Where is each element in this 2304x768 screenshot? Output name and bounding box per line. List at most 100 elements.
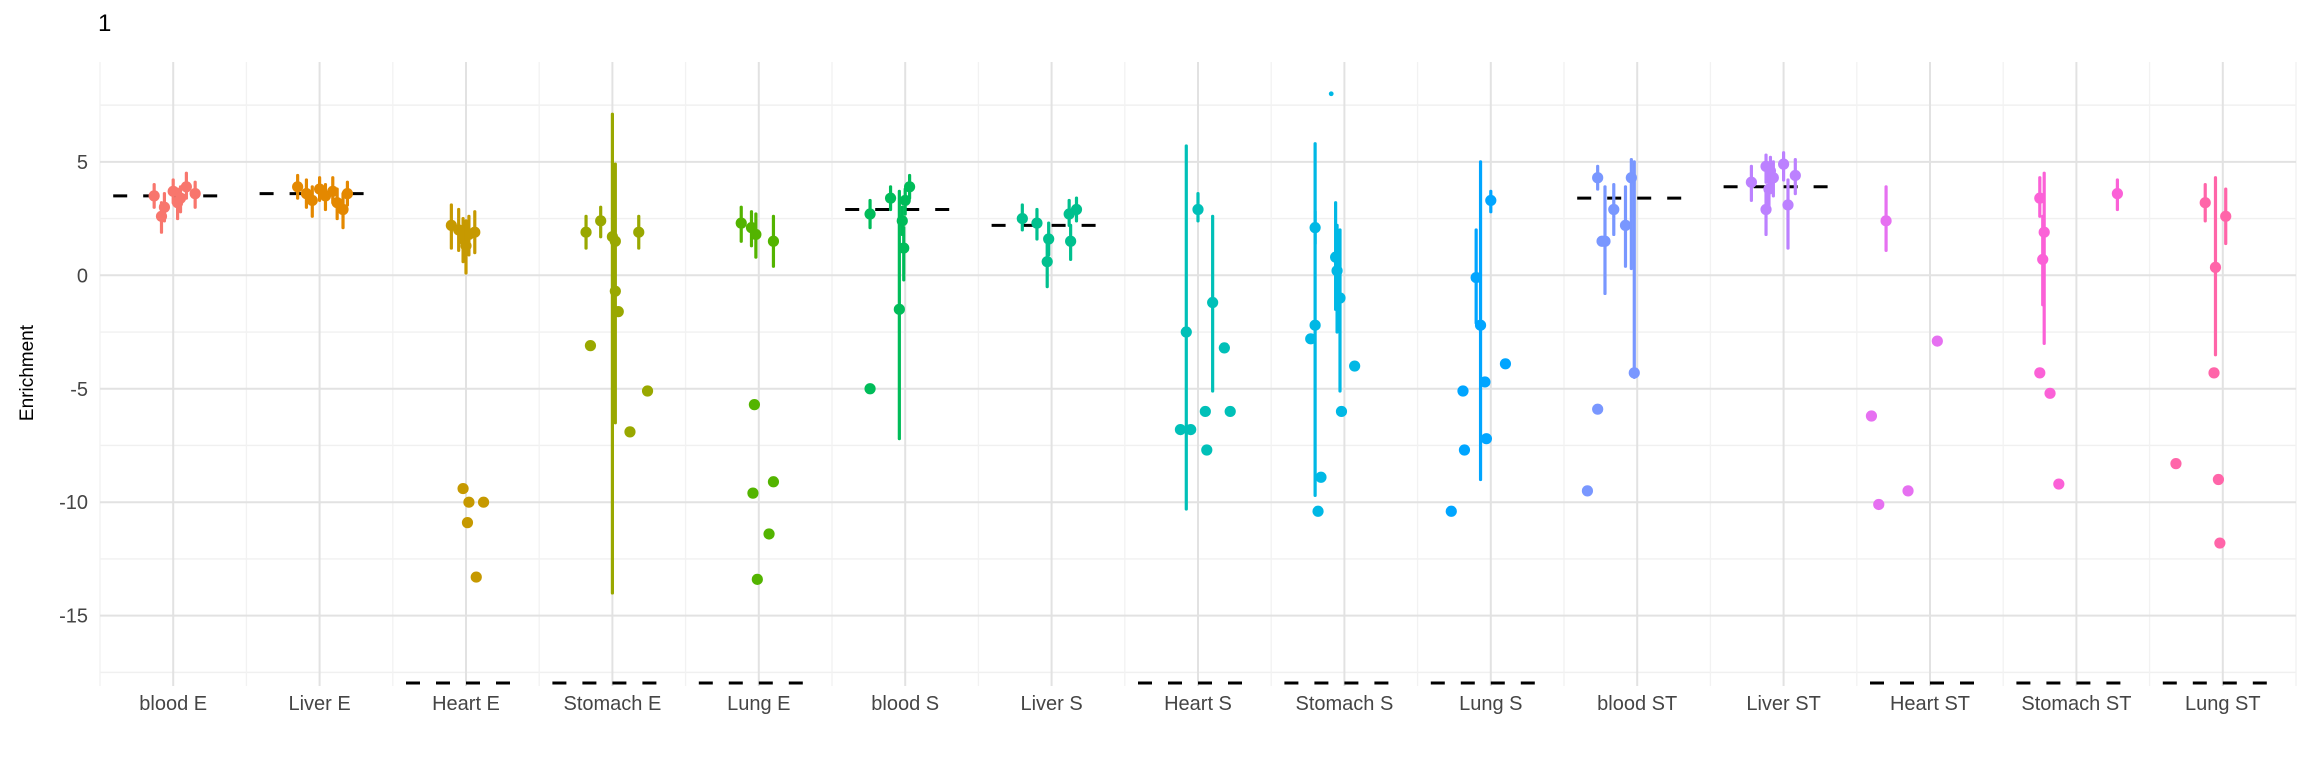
x-tick-label: Stomach E xyxy=(563,693,661,715)
x-tick-label: Heart ST xyxy=(1890,693,1970,715)
x-tick-label: Heart S xyxy=(1164,693,1232,715)
pointrange-point xyxy=(1309,319,1321,331)
data-dot xyxy=(612,306,624,318)
pointrange-point xyxy=(609,235,621,247)
pointrange-point xyxy=(1608,203,1620,216)
x-tick-label: Heart E xyxy=(432,693,500,715)
data-dot xyxy=(457,482,469,495)
data-dot xyxy=(609,285,621,297)
data-dot xyxy=(463,496,475,508)
pointrange-point xyxy=(2111,188,2123,200)
pointrange-point xyxy=(864,208,876,220)
data-dot xyxy=(747,487,759,499)
pointrange-point xyxy=(580,226,592,238)
data-dot xyxy=(641,385,654,397)
pointrange-point xyxy=(1041,256,1053,268)
pointrange-point xyxy=(1334,292,1346,304)
data-dot xyxy=(1335,405,1348,418)
data-dot xyxy=(1305,333,1317,345)
data-dot xyxy=(1201,444,1213,456)
data-dot xyxy=(864,383,876,395)
data-dot xyxy=(1218,342,1230,354)
data-dot xyxy=(1349,360,1361,372)
x-tick-label: Liver S xyxy=(1020,693,1082,715)
pointrange-point xyxy=(633,226,645,238)
x-tick-label: blood S xyxy=(871,693,939,715)
x-tick-label: Liver ST xyxy=(1746,693,1820,715)
data-dot xyxy=(2214,537,2226,549)
pointrange-point xyxy=(306,194,318,207)
pointrange-point xyxy=(1485,194,1497,207)
data-dot xyxy=(2053,478,2065,490)
data-dot xyxy=(1174,423,1187,436)
pointrange-point xyxy=(750,228,762,241)
pointrange-point xyxy=(1016,212,1028,225)
data-dot xyxy=(2208,367,2220,379)
data-dot xyxy=(1873,498,1885,511)
data-dot xyxy=(1312,505,1324,517)
data-dot xyxy=(751,573,763,585)
data-dot xyxy=(2034,367,2046,379)
data-dot xyxy=(2044,387,2056,399)
x-tick-label: Lung E xyxy=(727,693,790,715)
x-tick-label: Lung ST xyxy=(2185,693,2261,715)
plot-title: 1 xyxy=(98,10,112,37)
data-dot xyxy=(1458,444,1471,456)
pointrange-point xyxy=(884,192,897,204)
pointrange-point xyxy=(1031,217,1043,229)
pointrange-point xyxy=(1180,326,1192,338)
data-dot xyxy=(2212,473,2225,486)
pointrange-point xyxy=(1880,215,1892,227)
pointrange-point xyxy=(2209,261,2222,273)
data-dot xyxy=(2170,458,2182,470)
data-dot xyxy=(1185,423,1197,436)
pointrange-point xyxy=(180,181,192,193)
pointrange-point xyxy=(1745,176,1757,188)
pointrange-point xyxy=(2199,197,2211,209)
y-tick-label: 5 xyxy=(77,152,88,174)
data-dot xyxy=(1596,235,1608,247)
y-tick-label: -10 xyxy=(59,492,88,514)
data-dot xyxy=(624,426,636,438)
data-dot xyxy=(1499,358,1512,370)
data-dot xyxy=(1592,403,1604,415)
pointrange-point xyxy=(469,226,481,238)
pointrange-point xyxy=(155,210,168,222)
pointrange-point xyxy=(1782,199,1794,211)
data-dot xyxy=(1224,405,1236,418)
pointrange-point xyxy=(1065,235,1077,247)
data-dot xyxy=(1931,335,1943,347)
pointrange-point xyxy=(148,190,160,202)
x-tick-label: Stomach ST xyxy=(2021,693,2131,715)
data-dot xyxy=(1328,91,1334,97)
data-dot xyxy=(748,399,761,411)
pointrange-point xyxy=(1778,158,1790,170)
y-tick-label: -15 xyxy=(59,606,88,628)
pointrange-point xyxy=(189,188,201,200)
pointrange-point xyxy=(1789,169,1801,182)
x-tick-label: blood ST xyxy=(1597,693,1677,715)
pointrange-point xyxy=(1760,203,1772,216)
pointrange-point xyxy=(174,192,187,204)
pointrange-point xyxy=(337,203,349,216)
data-dot xyxy=(477,496,490,508)
pointrange-point xyxy=(1192,203,1204,216)
pointrange-point xyxy=(1207,296,1219,309)
pointrange-point xyxy=(292,181,304,193)
pointrange-point xyxy=(1592,172,1604,184)
data-dot xyxy=(1479,376,1491,388)
data-dot xyxy=(763,528,775,540)
pointrange-point xyxy=(735,217,747,229)
pointrange-point xyxy=(595,215,607,227)
data-dot xyxy=(1315,471,1327,483)
pointrange-point xyxy=(1043,233,1055,245)
pointrange-point xyxy=(460,240,472,252)
data-dot xyxy=(1445,505,1457,517)
data-dot xyxy=(1199,405,1211,418)
pointrange-point xyxy=(1628,367,1640,379)
x-tick-label: blood E xyxy=(139,693,207,715)
x-tick-label: Liver E xyxy=(288,693,350,715)
y-tick-label: -5 xyxy=(70,379,88,401)
data-dot xyxy=(1457,385,1469,397)
